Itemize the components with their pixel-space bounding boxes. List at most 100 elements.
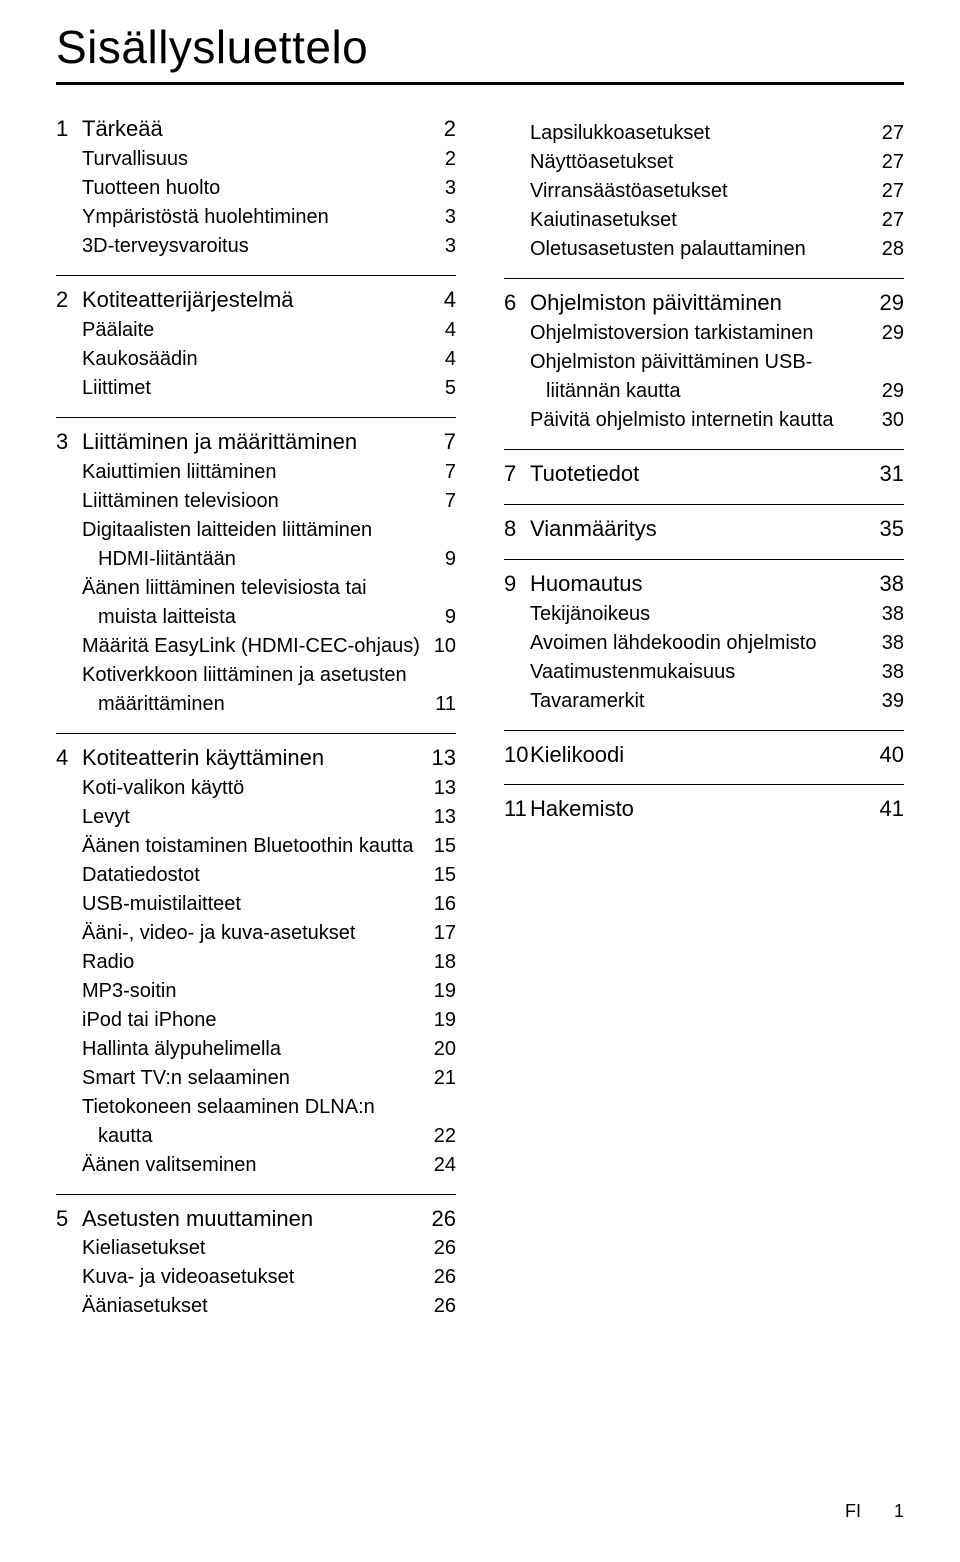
footer-lang: FI	[845, 1501, 861, 1521]
toc-item-label: Äänen valitseminen	[56, 1151, 257, 1180]
toc-item: Äänen toistaminen Bluetoothin kautta 15	[56, 832, 456, 861]
toc-item-page: 38	[882, 600, 904, 629]
toc-item-page: 19	[434, 1006, 456, 1035]
toc-item: Hallinta älypuhelimella20	[56, 1035, 456, 1064]
left-column: 1Tärkeää2Turvallisuus2Tuotteen huolto3Ym…	[56, 113, 456, 1321]
toc-section-label: 6Ohjelmiston päivittäminen	[504, 287, 782, 319]
page-title: Sisällysluettelo	[56, 20, 904, 74]
toc-item-label: Päälaite	[56, 316, 154, 345]
toc-item: Kieliasetukset26	[56, 1234, 456, 1263]
toc-item-label: Turvallisuus	[56, 145, 188, 174]
toc-section-number: 10	[504, 739, 530, 771]
toc-item-page: 7	[445, 487, 456, 516]
section-rule	[504, 449, 904, 450]
toc-section-number: 11	[504, 793, 530, 825]
toc-section-page: 31	[880, 458, 904, 490]
toc-section-label: 2Kotiteatterijärjestelmä	[56, 284, 294, 316]
toc-item: Liittimet5	[56, 374, 456, 403]
toc-item: liitännän kautta 29	[504, 377, 904, 406]
toc-item-label: Äänen liittäminen televisiosta tai	[56, 574, 367, 603]
toc-item: Koti-valikon käyttö 13	[56, 774, 456, 803]
section-rule	[56, 733, 456, 734]
toc-item: USB-muistilaitteet16	[56, 890, 456, 919]
section-rule	[504, 278, 904, 279]
toc-columns: 1Tärkeää2Turvallisuus2Tuotteen huolto3Ym…	[56, 113, 904, 1321]
toc-item: Radio18	[56, 948, 456, 977]
toc-item-page: 38	[882, 629, 904, 658]
toc-item: 3D-terveysvaroitus3	[56, 232, 456, 261]
toc-item-page: 24	[434, 1151, 456, 1180]
toc-continuation: Lapsilukkoasetukset 27Näyttöasetukset27Vi…	[504, 119, 904, 264]
toc-item-label: Ääni-, video- ja kuva-asetukset	[56, 919, 355, 948]
toc-item-label: liitännän kautta	[504, 377, 681, 406]
toc-item-page: 4	[445, 345, 456, 374]
toc-item-page: 13	[434, 774, 456, 803]
toc-item: Ääniasetukset26	[56, 1292, 456, 1321]
toc-section-number: 7	[504, 458, 530, 490]
toc-item: Kotiverkkoon liittäminen ja asetusten	[56, 661, 456, 690]
toc-item: Määritä EasyLink (HDMI-CEC-ohjaus)10	[56, 632, 456, 661]
toc-item-label: Tuotteen huolto	[56, 174, 220, 203]
toc-section-heading: 1Tärkeää2	[56, 113, 456, 145]
toc-item: Näyttöasetukset27	[504, 148, 904, 177]
toc-item-page: 17	[434, 919, 456, 948]
section-rule	[504, 784, 904, 785]
toc-item-label: Koti-valikon käyttö	[56, 774, 244, 803]
toc-item-label: kautta	[56, 1122, 152, 1151]
toc-item: Tuotteen huolto3	[56, 174, 456, 203]
toc-item-page: 19	[434, 977, 456, 1006]
toc-item-label: Päivitä ohjelmisto internetin kautta	[504, 406, 834, 435]
toc-item-page: 26	[434, 1292, 456, 1321]
toc-item-label: Lapsilukkoasetukset	[504, 119, 710, 148]
toc-section-number: 8	[504, 513, 530, 545]
toc-item: Äänen valitseminen 24	[56, 1151, 456, 1180]
toc-section-page: 35	[880, 513, 904, 545]
toc-item-label: Oletusasetusten palauttaminen	[504, 235, 806, 264]
toc-item: Tavaramerkit39	[504, 687, 904, 716]
toc-item-label: Ympäristöstä huolehtiminen	[56, 203, 329, 232]
toc-item-label: 3D-terveysvaroitus	[56, 232, 249, 261]
toc-item: Ohjelmiston päivittäminen USB-	[504, 348, 904, 377]
toc-item-page: 13	[434, 803, 456, 832]
toc-item-label: Kuva- ja videoasetukset	[56, 1263, 294, 1292]
toc-item-page: 39	[882, 687, 904, 716]
toc-section-page: 38	[880, 568, 904, 600]
toc-item-label: Näyttöasetukset	[504, 148, 673, 177]
toc-section-number: 5	[56, 1203, 82, 1235]
toc-section-page: 29	[880, 287, 904, 319]
toc-item-page: 15	[434, 861, 456, 890]
toc-item: Kaiutinasetukset27	[504, 206, 904, 235]
toc-item-label: määrittäminen	[56, 690, 225, 719]
toc-section-page: 4	[444, 284, 456, 316]
toc-item-page: 15	[434, 832, 456, 861]
toc-section-label: 5Asetusten muuttaminen	[56, 1203, 313, 1235]
toc-item-page: 28	[882, 235, 904, 264]
toc-section-page: 26	[432, 1203, 456, 1235]
toc-item-page: 16	[434, 890, 456, 919]
toc-section-heading: 8Vianmääritys35	[504, 513, 904, 545]
toc-section-page: 41	[880, 793, 904, 825]
toc-section-page: 2	[444, 113, 456, 145]
toc-item-label: Radio	[56, 948, 134, 977]
toc-item: Liittäminen televisioon7	[56, 487, 456, 516]
toc-section-number: 3	[56, 426, 82, 458]
toc-item: Kuva- ja videoasetukset26	[56, 1263, 456, 1292]
toc-section-label: 7Tuotetiedot	[504, 458, 639, 490]
toc-item-page: 4	[445, 316, 456, 345]
toc-item-page: 29	[882, 377, 904, 406]
toc-item-label: Virransäästöasetukset	[504, 177, 728, 206]
toc-item: HDMI-liitäntään9	[56, 545, 456, 574]
toc-item-label: iPod tai iPhone	[56, 1006, 217, 1035]
toc-item-page: 2	[445, 145, 456, 174]
toc-item-label: MP3-soitin	[56, 977, 176, 1006]
toc-item-page: 9	[445, 545, 456, 574]
toc-item-page: 11	[435, 690, 456, 719]
toc-item-label: Äänen toistaminen Bluetoothin kautta	[56, 832, 413, 861]
toc-item-page: 38	[882, 658, 904, 687]
toc-item: Turvallisuus 2	[56, 145, 456, 174]
toc-item-page: 29	[882, 319, 904, 348]
toc-item-page: 27	[882, 177, 904, 206]
toc-item-label: Kieliasetukset	[56, 1234, 205, 1263]
toc-item-label: Datatiedostot	[56, 861, 200, 890]
toc-section-label: 10Kielikoodi	[504, 739, 624, 771]
